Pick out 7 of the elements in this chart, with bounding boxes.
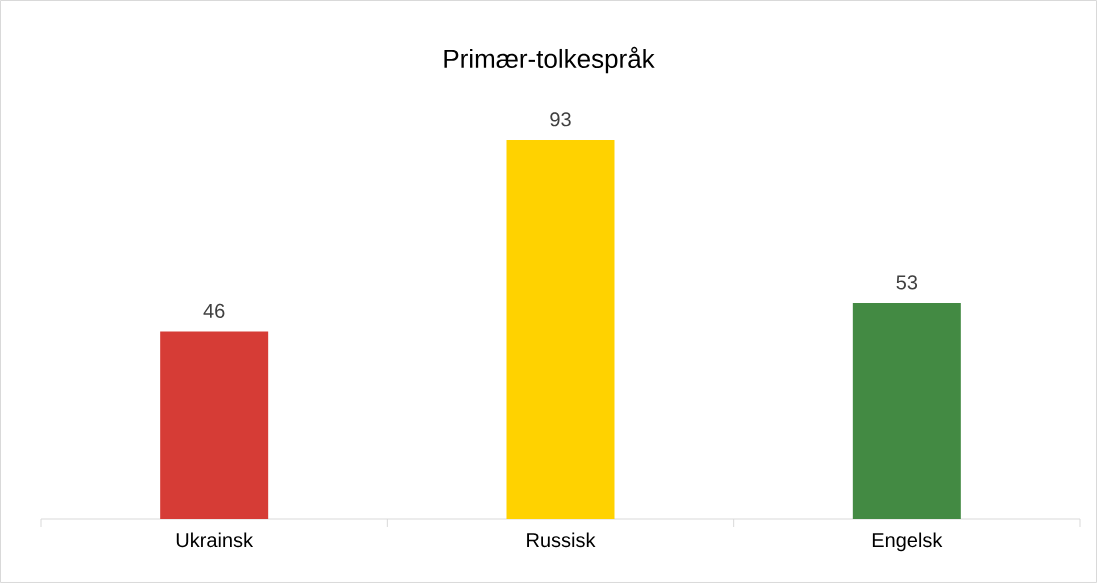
data-label: 46 <box>203 303 225 318</box>
chart-title: Primær-tolkespråk <box>444 46 655 74</box>
data-label: 53 <box>896 275 918 290</box>
x-tick-label: Ukrainsk <box>176 532 254 548</box>
x-tick-label: Russisk <box>527 532 596 548</box>
x-tick-label: Engelsk <box>872 532 943 552</box>
data-label: 93 <box>550 112 571 127</box>
